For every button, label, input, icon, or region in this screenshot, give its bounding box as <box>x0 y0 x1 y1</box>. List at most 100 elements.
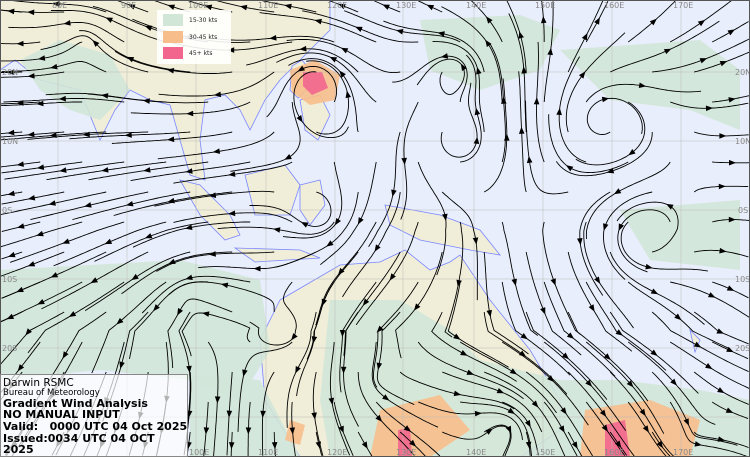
streamline-arrow-icon <box>558 425 565 433</box>
wind-shade-area <box>285 420 305 445</box>
streamline-arrow-icon <box>391 189 397 197</box>
streamline-arrow-icon <box>453 390 462 397</box>
streamline-arrow-icon <box>208 251 216 257</box>
streamline-arrow-icon <box>284 3 292 10</box>
streamline-arrow-icon <box>300 221 309 228</box>
legend: 15-30 kts 30-45 kts 45+ kts <box>157 10 231 64</box>
streamline-arrow-icon <box>8 251 16 258</box>
streamline-arrow-icon <box>296 115 303 123</box>
streamline-arrow-icon <box>245 427 252 435</box>
streamline-arrow-icon <box>208 192 217 198</box>
streamline-arrow-icon <box>693 341 702 348</box>
streamline-arrow-icon <box>503 133 510 141</box>
streamline-arrow-icon <box>561 352 569 360</box>
streamline-arrow-icon <box>17 364 25 372</box>
streamline-arrow-icon <box>314 18 322 25</box>
streamline-arrow-icon <box>167 136 175 143</box>
product-title: Gradient Wind Analysis <box>3 396 148 410</box>
streamline-arrow-icon <box>166 68 175 74</box>
streamline-arrow-icon <box>214 396 221 404</box>
streamline-arrow-icon <box>357 217 364 225</box>
streamline-arrow-icon <box>242 369 248 377</box>
streamline-arrow-icon <box>228 171 236 177</box>
streamline-arrow-icon <box>556 107 562 116</box>
streamline-arrow-icon <box>707 292 716 298</box>
streamline-arrow-icon <box>36 230 44 237</box>
streamline-arrow-icon <box>27 131 35 138</box>
streamline-arrow-icon <box>326 240 334 247</box>
streamline-arrow-icon <box>718 183 726 190</box>
streamline-arrow-icon <box>144 25 153 31</box>
streamline-arrow-icon <box>694 441 702 447</box>
streamline-arrow-icon <box>565 165 574 172</box>
info-box: Darwin RSMC Bureau of Meteorology Gradie… <box>0 374 188 457</box>
lat-label-right: 20N <box>735 68 750 77</box>
streamline-arrow-icon <box>253 265 261 272</box>
streamline-arrow-icon <box>726 285 735 291</box>
streamline-arrow-icon <box>507 407 515 415</box>
streamline-arrow-icon <box>683 418 689 426</box>
streamline-arrow-icon <box>328 397 335 406</box>
lon-label-bottom: 110E <box>258 448 278 457</box>
streamline-arrow-icon <box>472 237 479 245</box>
streamline-arrow-icon <box>37 55 46 61</box>
streamline-arrow-icon <box>269 35 277 41</box>
streamline-arrow-icon <box>127 4 136 10</box>
streamline-arrow-icon <box>213 91 222 98</box>
streamline-arrow-icon <box>361 441 368 449</box>
wind-shade-area <box>370 395 470 457</box>
streamline-arrow-icon <box>599 409 607 417</box>
lon-label-bottom: 120E <box>327 448 347 457</box>
streamline-arrow-icon <box>547 375 555 382</box>
streamline-arrow-icon <box>603 353 611 360</box>
streamline-arrow-icon <box>321 298 328 307</box>
legend-swatch <box>163 14 183 26</box>
streamline-arrow-icon <box>376 325 384 333</box>
streamline-arrow-icon <box>511 278 517 287</box>
streamline-arrow-icon <box>177 308 184 316</box>
streamline-arrow-icon <box>601 96 610 103</box>
lon-label-top: 120E <box>327 1 347 10</box>
streamline-arrow-icon <box>649 18 657 26</box>
streamline-arrow-icon <box>37 298 45 305</box>
wind-shade-area <box>620 200 740 270</box>
lat-label-left: 10S <box>2 275 17 284</box>
streamline-arrow-icon <box>726 346 734 353</box>
streamline-arrow-icon <box>719 133 727 139</box>
streamline-arrow-icon <box>202 311 210 317</box>
streamline-arrow-icon <box>509 368 518 375</box>
streamline-arrow-icon <box>50 63 58 70</box>
streamline-arrow-icon <box>578 71 586 79</box>
lon-label-top: 110E <box>258 1 278 10</box>
streamline-arrow-icon <box>105 17 113 23</box>
streamline-arrow-icon <box>456 279 462 288</box>
streamline-arrow-icon <box>126 200 134 207</box>
streamline-arrow-icon <box>25 328 32 336</box>
streamline-arrow-icon <box>101 167 109 173</box>
streamline-arrow-icon <box>460 63 467 72</box>
streamline-arrow-icon <box>119 361 125 369</box>
streamline-arrow-icon <box>401 157 407 165</box>
streamline-arrow-icon <box>167 4 176 10</box>
streamline-arrow-icon <box>642 425 649 433</box>
streamline-arrow-icon <box>212 148 221 154</box>
streamline-arrow-icon <box>717 436 726 442</box>
streamline-arrow-icon <box>705 105 713 112</box>
streamline-arrow-icon <box>389 273 396 281</box>
agency-name: Bureau of Meteorology <box>3 388 100 399</box>
streamline-arrow-icon <box>547 47 553 56</box>
streamline-arrow-icon <box>566 332 575 339</box>
streamline-arrow-icon <box>496 387 505 394</box>
lon-label-top: 80E <box>52 1 67 10</box>
streamline-arrow-icon <box>7 8 15 15</box>
lon-label-top: 90E <box>121 1 136 10</box>
streamline-arrow-icon <box>645 263 653 270</box>
wind-shade-area <box>0 260 270 400</box>
streamline-arrow-icon <box>204 4 213 11</box>
streamline-arrow-icon <box>339 330 346 338</box>
streamline-arrow-icon <box>606 167 615 174</box>
streamline-arrow-icon <box>7 190 15 197</box>
streamline-arrow-icon <box>505 425 512 434</box>
streamline-arrow-icon <box>466 369 475 375</box>
